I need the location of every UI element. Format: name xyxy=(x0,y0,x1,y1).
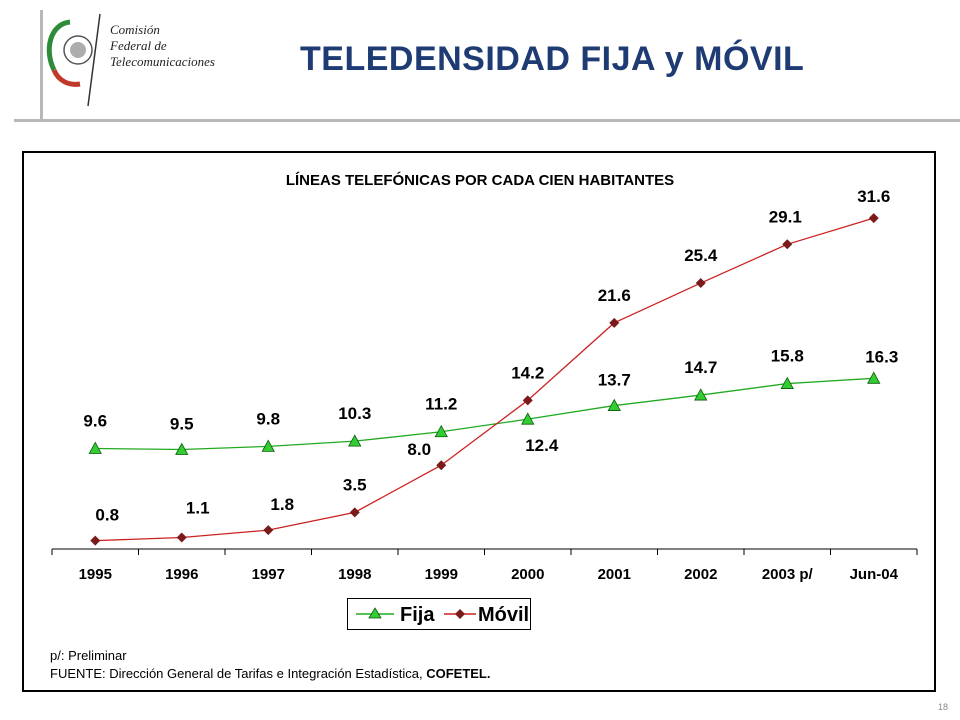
fija-point xyxy=(521,412,535,425)
legend-movil-diamond-icon xyxy=(455,609,465,619)
movil-data-label: 3.5 xyxy=(343,475,367,494)
x-tick-label: 2002 xyxy=(684,566,717,583)
movil-point xyxy=(522,395,533,406)
fija-data-label: 9.5 xyxy=(170,415,194,434)
movil-point xyxy=(176,532,187,543)
fija-point xyxy=(88,441,102,454)
header-divider xyxy=(14,119,960,122)
movil-point xyxy=(782,239,793,250)
source-text: FUENTE: Dirección General de Tarifas e I… xyxy=(50,666,427,681)
x-tick-label: 2001 xyxy=(598,566,631,583)
x-tick-label: 1999 xyxy=(425,566,458,583)
movil-point xyxy=(695,278,706,289)
fija-point xyxy=(175,442,189,455)
legend-movil-label: Móvil xyxy=(478,604,529,626)
movil-data-label: 1.1 xyxy=(186,498,210,517)
fija-data-label: 9.8 xyxy=(256,409,280,428)
series-line-movil xyxy=(95,217,874,542)
movil-data-label: 1.8 xyxy=(270,495,294,514)
x-tick-label: 1998 xyxy=(338,566,371,583)
preliminary-note: p/: Preliminar xyxy=(50,648,127,663)
logo-line-1: Comisión xyxy=(110,22,160,37)
x-tick-label: 1995 xyxy=(79,566,112,583)
fija-point xyxy=(867,371,881,384)
x-tick-label: 2000 xyxy=(511,566,544,583)
fija-point xyxy=(607,398,621,411)
x-tick-label: Jun-04 xyxy=(850,566,899,583)
movil-data-label: 8.0 xyxy=(407,440,431,459)
source-org: COFETEL. xyxy=(426,666,491,681)
movil-data-label: 29.1 xyxy=(769,207,802,226)
fija-data-label: 11.2 xyxy=(425,395,457,414)
fija-data-label: 14.7 xyxy=(684,358,717,377)
fija-point xyxy=(434,424,448,438)
movil-data-label: 14.2 xyxy=(511,363,544,382)
x-tick-label: 2003 p/ xyxy=(762,566,814,583)
x-tick-label: 1997 xyxy=(252,566,285,583)
fija-data-label: 13.7 xyxy=(598,371,631,390)
fija-data-label: 12.4 xyxy=(525,436,559,455)
slide-number: 18 xyxy=(937,702,948,712)
fija-point xyxy=(348,434,362,447)
series-line-fija xyxy=(95,377,874,451)
movil-data-label: 0.8 xyxy=(95,506,119,525)
chart-legend: Fija Móvil xyxy=(347,598,531,630)
logo-text: Comisión Federal de Telecomunicaciones xyxy=(110,22,215,70)
logo-line-3: Telecomunicaciones xyxy=(110,54,215,69)
fija-data-label: 15.8 xyxy=(771,347,804,366)
fija-data-label: 16.3 xyxy=(865,347,898,366)
fija-point xyxy=(780,376,794,389)
legend-fija-label: Fija xyxy=(400,604,435,626)
page-title: TELEDENSIDAD FIJA y MÓVIL xyxy=(300,40,805,78)
cofetel-logo: Comisión Federal de Telecomunicaciones xyxy=(40,10,250,120)
logo-line-2: Federal de xyxy=(110,38,167,53)
header-vertical-rule xyxy=(40,10,43,122)
chart-title: LÍNEAS TELEFÓNICAS POR CADA CIEN HABITAN… xyxy=(285,172,675,189)
movil-data-label: 25.4 xyxy=(684,246,718,265)
movil-data-label: 21.6 xyxy=(598,286,631,305)
x-tick-label: 1996 xyxy=(165,566,198,583)
source-note: FUENTE: Dirección General de Tarifas e I… xyxy=(50,666,490,681)
fija-data-label: 10.3 xyxy=(338,404,371,423)
movil-data-label: 31.6 xyxy=(857,187,890,206)
fija-point xyxy=(261,439,275,452)
movil-point xyxy=(436,460,447,471)
movil-point xyxy=(609,317,620,328)
movil-point xyxy=(868,213,879,224)
movil-point xyxy=(90,535,101,546)
fija-point xyxy=(694,388,708,401)
legend-fija-triangle-icon xyxy=(368,607,382,619)
movil-point xyxy=(263,525,274,536)
cofetel-emblem-icon xyxy=(46,13,101,107)
fija-data-label: 9.6 xyxy=(83,411,107,430)
movil-point xyxy=(349,507,360,518)
